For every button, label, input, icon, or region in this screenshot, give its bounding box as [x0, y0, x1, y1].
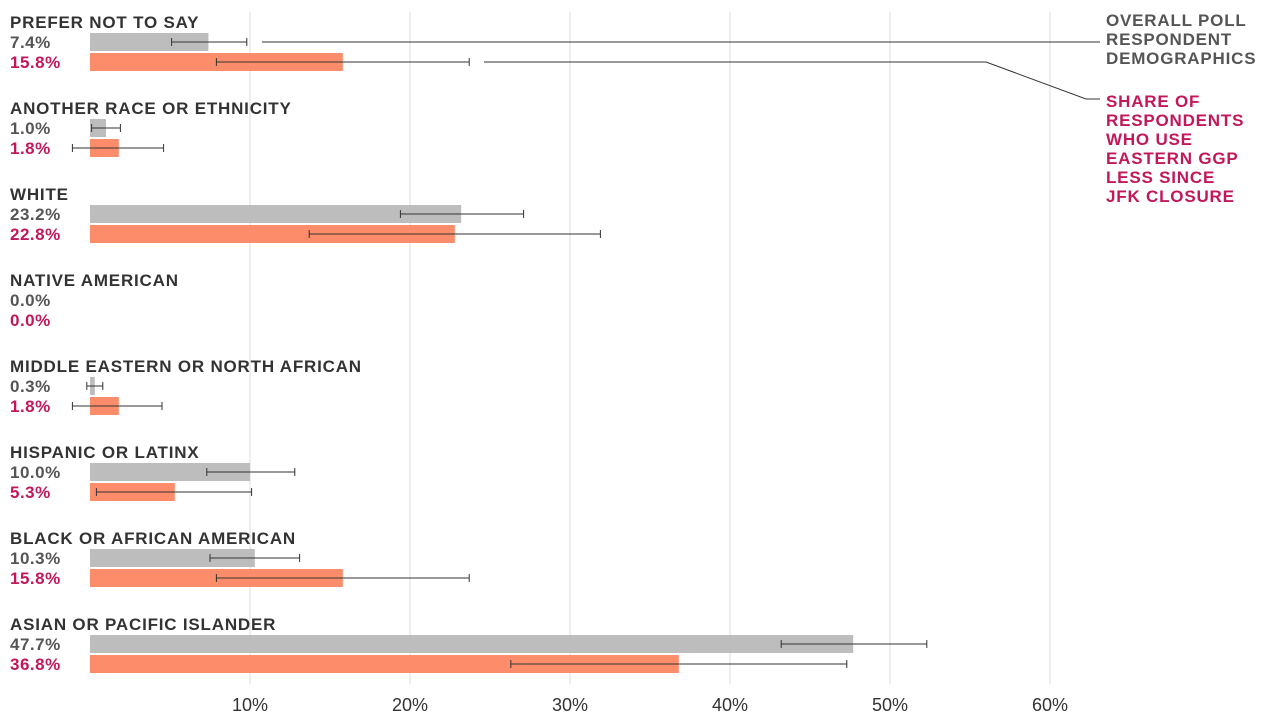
legend-share-text: JFK CLOSURE — [1106, 187, 1235, 206]
legend-share-text: LESS SINCE — [1106, 168, 1215, 187]
error-bar — [86, 382, 104, 390]
legend-leader-share — [484, 61, 1100, 100]
overall-value-label: 23.2% — [10, 205, 61, 224]
legend-share-text: WHO USE — [1106, 130, 1193, 149]
category-label: PREFER NOT TO SAY — [10, 13, 199, 32]
overall-value-label: 10.0% — [10, 463, 61, 482]
category-label: ASIAN OR PACIFIC ISLANDER — [10, 615, 276, 634]
share-value-label: 22.8% — [10, 225, 61, 244]
x-tick-label: 10% — [232, 695, 268, 715]
error-bar — [95, 488, 253, 496]
error-bar — [215, 58, 470, 66]
legend-share-text: SHARE OF — [1106, 92, 1200, 111]
error-bar — [171, 38, 248, 46]
overall-bar — [90, 549, 255, 567]
overall-value-label: 0.3% — [10, 377, 51, 396]
legend-share-text: EASTERN GGP — [1106, 149, 1239, 168]
category-label: WHITE — [10, 185, 69, 204]
category-label: MIDDLE EASTERN OR NORTH AFRICAN — [10, 357, 362, 376]
overall-bar — [90, 33, 209, 51]
error-bar — [206, 468, 296, 476]
error-bar — [71, 402, 163, 410]
share-value-label: 1.8% — [10, 397, 51, 416]
overall-bar — [90, 205, 462, 223]
x-tick-label: 30% — [552, 695, 588, 715]
error-bar — [308, 230, 601, 238]
share-bar — [90, 655, 679, 673]
category-label: ANOTHER RACE OR ETHNICITY — [10, 99, 292, 118]
overall-value-label: 1.0% — [10, 119, 51, 138]
category-label: BLACK OR AFRICAN AMERICAN — [10, 529, 296, 548]
error-bar — [209, 554, 301, 562]
error-bar — [215, 574, 470, 582]
overall-bar — [90, 463, 250, 481]
share-bar — [90, 225, 455, 243]
legend-share-text: RESPONDENTS — [1106, 111, 1244, 130]
error-bar — [71, 144, 165, 152]
share-value-label: 5.3% — [10, 483, 51, 502]
overall-value-label: 10.3% — [10, 549, 61, 568]
overall-bar — [90, 635, 854, 653]
share-value-label: 15.8% — [10, 53, 61, 72]
share-value-label: 1.8% — [10, 139, 51, 158]
gridlines — [249, 12, 1051, 684]
category-label: HISPANIC OR LATINX — [10, 443, 199, 462]
x-tick-label: 20% — [392, 695, 428, 715]
overall-value-label: 7.4% — [10, 33, 51, 52]
error-bar — [510, 660, 848, 668]
legend-overall-text: DEMOGRAPHICS — [1106, 49, 1256, 68]
x-tick-label: 50% — [872, 695, 908, 715]
overall-value-label: 47.7% — [10, 635, 61, 654]
overall-value-label: 0.0% — [10, 291, 51, 310]
share-value-label: 0.0% — [10, 311, 51, 330]
share-value-label: 36.8% — [10, 655, 61, 674]
legend-overall-text: OVERALL POLL — [1106, 11, 1247, 30]
x-tick-label: 40% — [712, 695, 748, 715]
x-tick-label: 60% — [1032, 695, 1068, 715]
error-bar — [399, 210, 525, 218]
bars — [71, 33, 928, 673]
x-axis: 10% 20% 30% 40% 50% 60% — [232, 695, 1068, 715]
error-bar — [780, 640, 928, 648]
share-value-label: 15.8% — [10, 569, 61, 588]
category-label: NATIVE AMERICAN — [10, 271, 179, 290]
legend-overall-text: RESPONDENT — [1106, 30, 1232, 49]
error-bar — [91, 124, 121, 132]
